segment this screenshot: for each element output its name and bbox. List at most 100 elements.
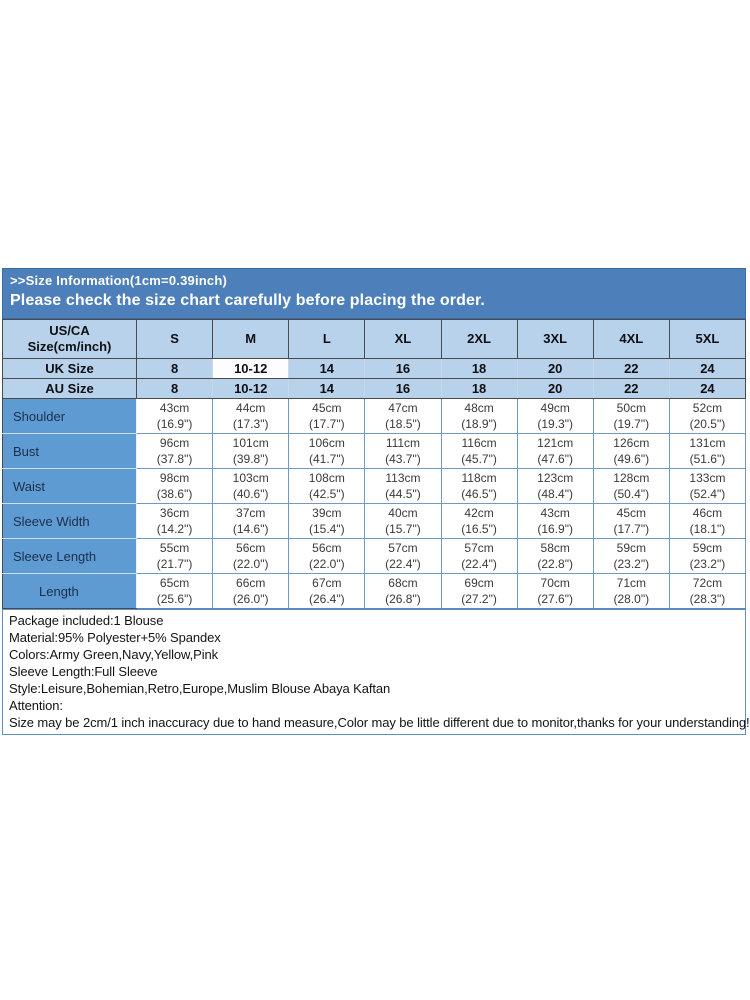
size-table-header: US/CA Size(cm/inch) S M L XL 2XL 3XL 4XL… (2, 319, 747, 359)
cm-value: 71cm (616, 576, 646, 590)
inch-value: (26.4") (309, 592, 345, 606)
size-cell: 106cm (41.7") (288, 433, 366, 469)
cm-value: 55cm (159, 541, 190, 555)
inch-value: (20.5") (689, 417, 726, 431)
measurement-label: Length (2, 573, 137, 609)
size-column-header: M (212, 319, 290, 359)
inch-value: (17.3") (232, 417, 269, 431)
inch-value: (40.6") (232, 487, 269, 501)
inch-value: (16.5") (461, 522, 497, 536)
cm-value: 39cm (312, 506, 342, 520)
size-cell: 45cm (17.7") (288, 398, 366, 434)
measurement-label: Sleeve Length (2, 538, 137, 574)
cm-value: 128cm (613, 471, 650, 485)
size-cell: 57cm (22.4") (440, 538, 518, 574)
region-rows: UK Size 8 10-12 14 16 18 20 22 24 AU Size 8 10-12 14… (2, 358, 747, 399)
inch-value: (45.7") (461, 452, 497, 466)
inch-value: (37.8") (156, 452, 193, 466)
size-cell: 59cm (23.2") (668, 538, 747, 574)
cm-value: 45cm (616, 506, 646, 520)
inch-value: (23.2") (689, 557, 726, 571)
cm-value: 68cm (388, 576, 418, 590)
details-panel: Package included:1 Blouse Material:95% Po… (2, 609, 750, 735)
size-header-row: US/CA Size(cm/inch) S M L XL 2XL 3XL 4XL… (2, 319, 747, 359)
cm-value: 50cm (616, 401, 646, 415)
size-cell: 49cm (19.3") (516, 398, 594, 434)
size-cell: 37cm (14.6") (212, 503, 290, 539)
size-cell: 48cm (18.9") (440, 398, 518, 434)
inch-value: (18.9") (461, 417, 497, 431)
region-size-value: 22 (592, 358, 670, 379)
cm-value: 98cm (159, 471, 190, 485)
region-size-value: 14 (288, 358, 366, 379)
details-line: Material:95% Polyester+5% Spandex (9, 630, 221, 645)
measurement-label: Shoulder (2, 398, 137, 434)
size-cell: 131cm (51.6") (668, 433, 747, 469)
size-chart-content: >>Size Information(1cm=0.39inch) Please … (2, 268, 750, 735)
size-cell: 111cm (43.7") (364, 433, 442, 469)
cm-value: 43cm (540, 506, 570, 520)
region-label: UK Size (2, 358, 137, 379)
size-column-header: L (288, 319, 366, 359)
details-line: Size may be 2cm/1 inch inaccuracy due to… (9, 715, 750, 730)
cm-value: 47cm (388, 401, 418, 415)
cm-value: 44cm (236, 401, 266, 415)
size-column-header: S (135, 319, 214, 359)
size-cell: 55cm (21.7") (135, 538, 214, 574)
cm-value: 46cm (692, 506, 723, 520)
inch-value: (44.5") (385, 487, 421, 501)
table-row: Bust 96cm (37.8") 101cm (39.8") 106cm (41.7") 1… (2, 433, 747, 469)
size-cell: 56cm (22.0") (288, 538, 366, 574)
size-column-header: 4XL (592, 319, 670, 359)
inch-value: (49.6") (613, 452, 650, 466)
size-cell: 59cm (23.2") (592, 538, 670, 574)
size-cell: 40cm (15.7") (364, 503, 442, 539)
cm-value: 131cm (689, 436, 726, 450)
size-cell: 108cm (42.5") (288, 468, 366, 504)
region-row: AU Size 8 10-12 14 16 18 20 22 24 (2, 378, 747, 399)
cm-value: 126cm (613, 436, 650, 450)
region-size-value: 20 (516, 358, 594, 379)
cm-value: 43cm (159, 401, 190, 415)
measurement-body: Shoulder 43cm (16.9") 44cm (17.3") 45cm (17.7"… (2, 398, 747, 609)
cm-value: 111cm (385, 436, 421, 450)
cm-value: 59cm (692, 541, 723, 555)
region-size-value: 24 (668, 378, 747, 399)
cm-value: 37cm (236, 506, 266, 520)
size-chart-warning: Please check the size chart carefully be… (10, 292, 485, 309)
size-info-banner: >>Size Information(1cm=0.39inch) Please … (2, 268, 746, 319)
corner-line2: Size(cm/inch) (27, 339, 112, 354)
region-size-value: 8 (135, 358, 214, 379)
corner-cell: US/CA Size(cm/inch) (2, 319, 137, 359)
size-cell: 45cm (17.7") (592, 503, 670, 539)
region-size-value: 24 (668, 358, 747, 379)
cm-value: 36cm (159, 506, 190, 520)
size-cell: 121cm (47.6") (516, 433, 594, 469)
size-cell: 98cm (38.6") (135, 468, 214, 504)
size-cell: 58cm (22.8") (516, 538, 594, 574)
size-column-header: 5XL (668, 319, 747, 359)
cm-value: 70cm (540, 576, 570, 590)
cm-value: 45cm (312, 401, 342, 415)
size-cell: 133cm (52.4") (668, 468, 747, 504)
size-cell: 50cm (19.7") (592, 398, 670, 434)
size-cell: 66cm (26.0") (212, 573, 290, 609)
measurement-label: Bust (2, 433, 137, 469)
inch-value: (28.3") (689, 592, 726, 606)
inch-value: (26.0") (232, 592, 269, 606)
cm-value: 57cm (464, 541, 494, 555)
inch-value: (23.2") (613, 557, 650, 571)
region-size-value: 8 (135, 378, 214, 399)
cm-value: 56cm (312, 541, 342, 555)
size-cell: 116cm (45.7") (440, 433, 518, 469)
region-label: AU Size (2, 378, 137, 399)
size-cell: 71cm (28.0") (592, 573, 670, 609)
size-cell: 43cm (16.9") (516, 503, 594, 539)
inch-value: (47.6") (537, 452, 573, 466)
cm-value: 123cm (537, 471, 574, 485)
size-cell: 123cm (48.4") (516, 468, 594, 504)
inch-value: (50.4") (613, 487, 650, 501)
cm-value: 108cm (308, 471, 345, 485)
inch-value: (39.8") (232, 452, 269, 466)
size-info-title: >>Size Information(1cm=0.39inch) (10, 273, 227, 288)
